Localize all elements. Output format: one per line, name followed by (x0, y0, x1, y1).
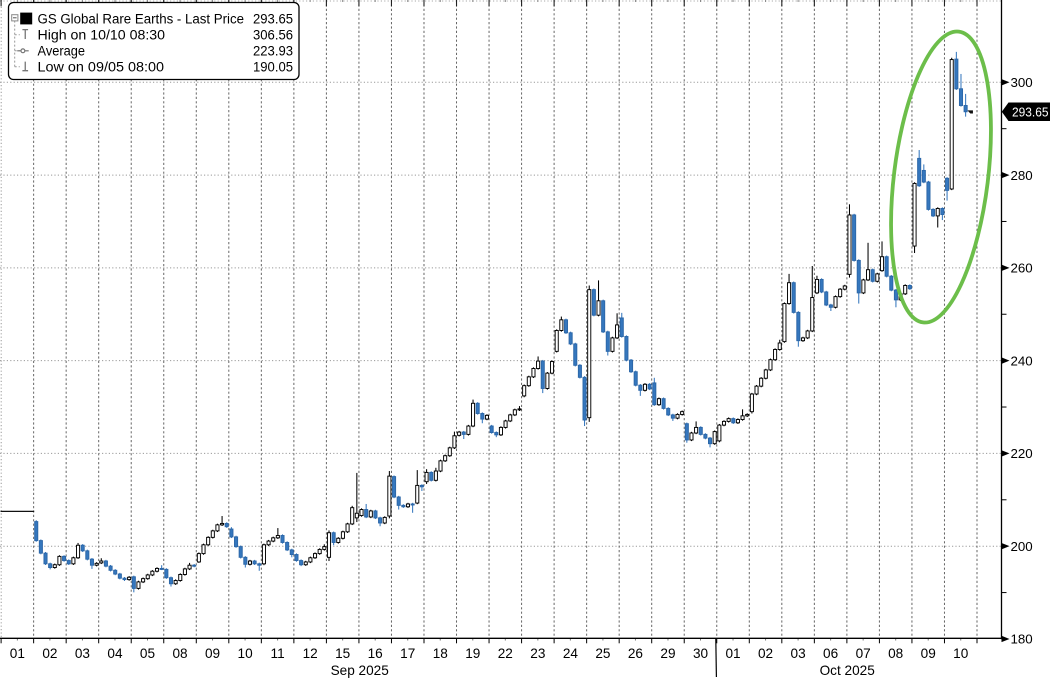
svg-text:300: 300 (1011, 75, 1033, 90)
svg-text:03: 03 (75, 646, 90, 661)
svg-text:Average: Average (38, 43, 86, 59)
svg-text:GS Global Rare Earths - Last P: GS Global Rare Earths - Last Price (38, 11, 245, 27)
svg-text:10: 10 (238, 646, 254, 661)
svg-text:25: 25 (595, 646, 610, 661)
svg-text:02: 02 (758, 646, 773, 661)
svg-text:Oct 2025: Oct 2025 (820, 663, 875, 678)
svg-text:23: 23 (530, 646, 545, 661)
svg-text:10: 10 (953, 646, 969, 661)
svg-text:223.93: 223.93 (253, 43, 293, 59)
svg-text:293.65: 293.65 (253, 11, 293, 27)
svg-text:16: 16 (368, 646, 383, 661)
svg-text:280: 280 (1011, 168, 1033, 183)
svg-text:293.65: 293.65 (1012, 104, 1049, 119)
svg-text:17: 17 (400, 646, 415, 661)
svg-text:High on 10/10 08:30: High on 10/10 08:30 (38, 27, 166, 43)
svg-text:26: 26 (628, 646, 643, 661)
svg-text:08: 08 (888, 646, 903, 661)
svg-text:08: 08 (172, 646, 187, 661)
svg-text:07: 07 (856, 646, 871, 661)
svg-text:200: 200 (1011, 539, 1033, 554)
svg-text:09: 09 (921, 646, 936, 661)
svg-text:12: 12 (303, 646, 318, 661)
svg-text:Sep 2025: Sep 2025 (331, 663, 389, 678)
svg-text:Low on 09/05 08:00: Low on 09/05 08:00 (38, 59, 165, 75)
svg-text:11: 11 (271, 646, 285, 661)
svg-text:180: 180 (1011, 632, 1033, 647)
svg-text:190.05: 190.05 (253, 59, 293, 75)
svg-text:22: 22 (498, 646, 513, 661)
svg-text:30: 30 (693, 646, 709, 661)
svg-text:260: 260 (1011, 261, 1033, 276)
svg-text:220: 220 (1011, 446, 1033, 461)
svg-text:18: 18 (433, 646, 448, 661)
svg-text:04: 04 (107, 646, 123, 661)
svg-text:09: 09 (205, 646, 220, 661)
svg-text:29: 29 (660, 646, 675, 661)
svg-text:306.56: 306.56 (253, 27, 293, 43)
svg-text:24: 24 (563, 646, 579, 661)
svg-text:19: 19 (465, 646, 480, 661)
svg-text:01: 01 (725, 646, 740, 661)
svg-text:05: 05 (140, 646, 155, 661)
svg-text:02: 02 (42, 646, 57, 661)
svg-text:15: 15 (335, 646, 350, 661)
svg-text:240: 240 (1011, 353, 1033, 368)
svg-text:03: 03 (791, 646, 806, 661)
svg-text:06: 06 (823, 646, 838, 661)
svg-text:01: 01 (10, 646, 25, 661)
